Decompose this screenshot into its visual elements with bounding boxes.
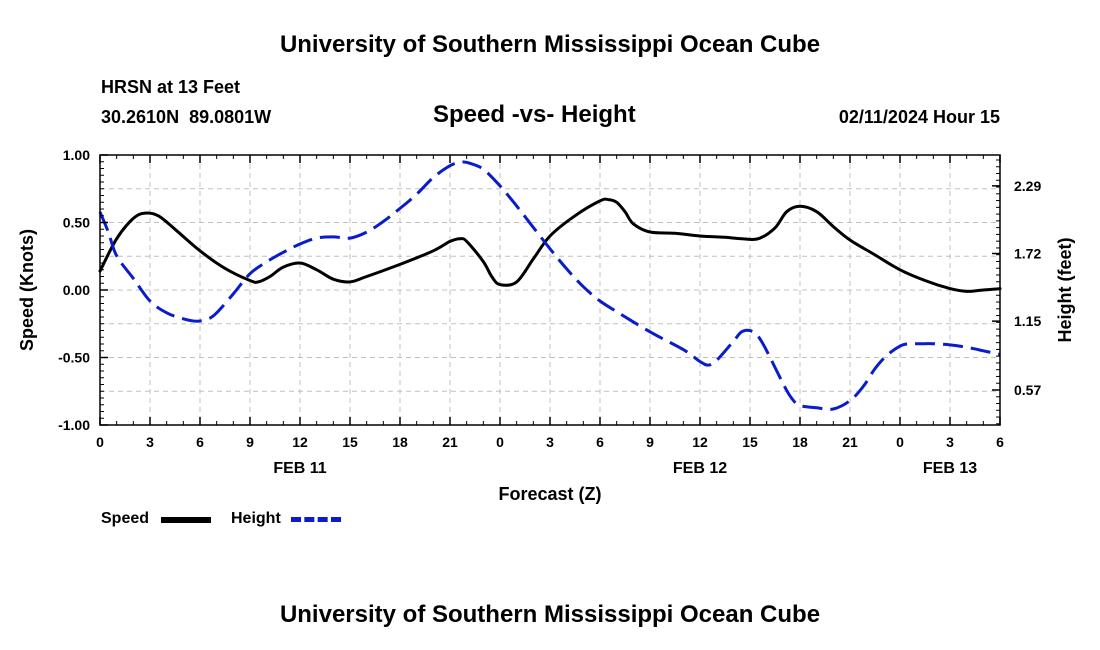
date-label: FEB 12 (673, 460, 727, 477)
x-tick-label: 12 (692, 434, 708, 450)
legend-speed-label: Speed (101, 510, 150, 527)
x-tick-label: 3 (946, 434, 954, 450)
x-tick-label: 0 (896, 434, 904, 450)
speed-series-line (98, 197, 1002, 293)
y-axis-title: Speed (Knots) (17, 229, 37, 351)
x-tick-label: 21 (442, 434, 458, 450)
x-tick-label: 12 (292, 434, 308, 450)
x-tick-label: 6 (596, 434, 604, 450)
y2-tick-label: 0.57 (1014, 382, 1041, 398)
x-tick-label: 3 (146, 434, 154, 450)
y-tick-label: 0.00 (63, 282, 90, 298)
x-tick-label: 9 (246, 434, 254, 450)
station-label: HRSN at 13 Feet (101, 77, 241, 97)
date-label: FEB 11 (273, 460, 326, 477)
x-tick-label: 21 (842, 434, 858, 450)
x-tick-label: 0 (496, 434, 504, 450)
x-tick-label: 6 (196, 434, 204, 450)
y-tick-label: -1.00 (58, 417, 90, 433)
bottom-title: University of Southern Mississippi Ocean… (279, 601, 821, 628)
axis-labels: 0 3 6 9 12 15 18 21 0 3 6 9 12 15 18 21 0 3 6 FEB 11 FEB 12 F… (58, 147, 1041, 477)
grid-lines (100, 155, 1000, 425)
x-tick-label: 18 (392, 434, 408, 450)
top-title: University of Southern Mississippi Ocean… (279, 31, 821, 58)
y2-axis-title: Height (feet) (1055, 238, 1075, 343)
legend-height-swatch (291, 517, 341, 522)
x-tick-label: 15 (342, 434, 358, 450)
x-tick-label: 18 (792, 434, 808, 450)
y2-tick-label: 2.29 (1014, 178, 1041, 194)
date-label: FEB 13 (923, 460, 977, 477)
y-tick-label: 0.50 (63, 215, 90, 231)
axis-ticks (99, 154, 1001, 426)
series-lines (98, 160, 1002, 411)
x-tick-label: 15 (742, 434, 758, 450)
y-tick-label: -0.50 (58, 350, 90, 366)
y2-tick-label: 1.72 (1014, 246, 1041, 262)
legend-height-label: Height (231, 510, 281, 527)
coordinates-label: 30.2610N 89.0801W (101, 107, 272, 127)
x-tick-label: 3 (546, 434, 554, 450)
x-tick-label: 0 (96, 434, 104, 450)
y2-tick-label: 1.15 (1014, 313, 1041, 329)
x-axis-title: Forecast (Z) (498, 484, 601, 504)
y-tick-label: 1.00 (63, 147, 90, 163)
x-tick-label: 6 (996, 434, 1004, 450)
forecast-date: 02/11/2024 Hour 15 (838, 107, 1000, 127)
chart-title: Speed -vs- Height (433, 101, 636, 128)
legend-speed-swatch (161, 517, 211, 523)
height-series-line (98, 160, 1001, 411)
x-tick-label: 9 (646, 434, 654, 450)
